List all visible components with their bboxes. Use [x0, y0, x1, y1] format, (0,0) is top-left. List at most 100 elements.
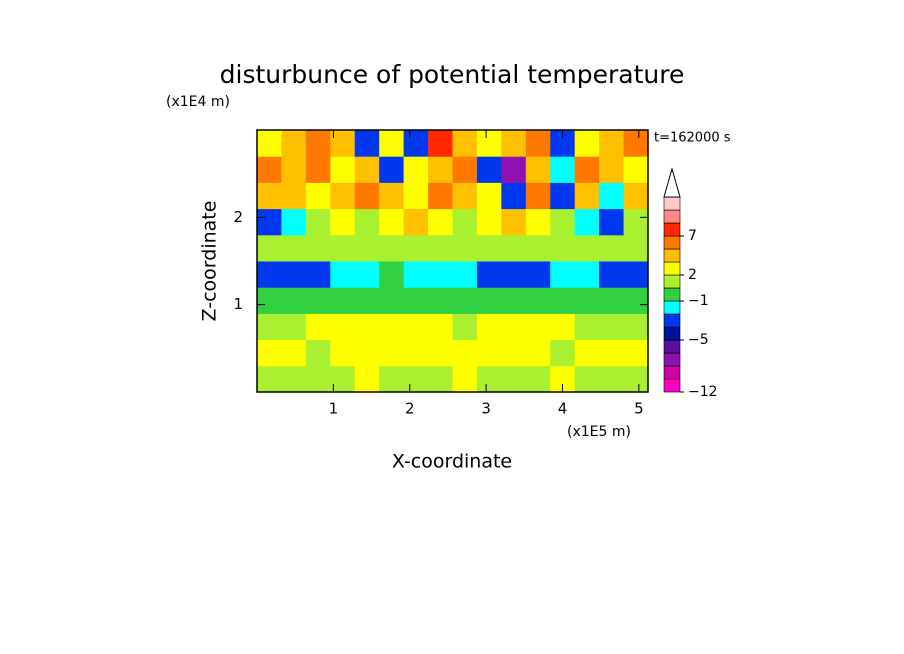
field-cell: [452, 287, 478, 314]
field-cell: [379, 287, 405, 314]
field-cell: [428, 182, 453, 210]
field-cell: [623, 313, 649, 341]
colorbar-tick-label: 2: [688, 267, 697, 283]
field-cell: [452, 261, 478, 288]
field-cell: [501, 313, 527, 341]
colorbar-segment: [663, 365, 681, 380]
field-cell: [599, 365, 625, 393]
field-cell: [354, 234, 380, 262]
field-cell: [550, 208, 576, 236]
field-cell: [305, 130, 331, 157]
field-cell: [281, 339, 307, 367]
field-cell: [550, 313, 576, 341]
field-cell: [501, 287, 527, 314]
colorbar-segment: [663, 300, 681, 315]
field-cell: [379, 208, 405, 236]
colorbar-segment: [663, 339, 681, 354]
field-cell: [550, 234, 576, 262]
x-unit: (x1E5 m): [567, 424, 631, 440]
field-cell: [452, 365, 478, 393]
field-cell: [257, 208, 282, 236]
field-cell: [501, 339, 527, 367]
field-cell: [379, 313, 405, 341]
field-cell: [354, 156, 380, 183]
field-cell: [623, 339, 649, 367]
field-cell: [428, 130, 453, 157]
field-cell: [428, 339, 453, 367]
field-cell: [330, 287, 356, 314]
colorbar-tick-label: −1: [688, 293, 709, 309]
field-cell: [501, 156, 527, 183]
field-cell: [330, 156, 356, 183]
x-tick-label: 5: [634, 400, 644, 418]
field-cell: [550, 261, 576, 288]
field-cell: [623, 130, 649, 157]
field-cell: [476, 208, 502, 236]
field-cell: [501, 261, 527, 288]
field-cell: [525, 313, 551, 341]
field-cell: [403, 261, 429, 288]
field-cell: [525, 261, 551, 288]
field-cell: [525, 208, 551, 236]
field-cell: [476, 182, 502, 210]
field-cell: [379, 339, 405, 367]
field-cell: [599, 339, 625, 367]
colorbar-segment: [663, 196, 681, 211]
field-cell: [403, 365, 429, 393]
field-cell: [452, 130, 478, 157]
field-cell: [550, 156, 576, 183]
field-cell: [257, 339, 282, 367]
field-cell: [281, 261, 307, 288]
annotation: t=162000 s: [654, 131, 731, 146]
field-cell: [330, 261, 356, 288]
field-cell: [354, 261, 380, 288]
field-cell: [305, 156, 331, 183]
field-cell: [599, 208, 625, 236]
field-cell: [305, 234, 331, 262]
field-cell: [623, 234, 649, 262]
field-cell: [550, 339, 576, 367]
field-cell: [403, 287, 429, 314]
field-cell: [599, 287, 625, 314]
field-cell: [550, 287, 576, 314]
field-cell: [525, 365, 551, 393]
field-cell: [501, 365, 527, 393]
colorbar-segment: [663, 222, 681, 237]
field-cell: [428, 365, 453, 393]
field-cell: [257, 287, 282, 314]
field-cell: [305, 339, 331, 367]
field-cell: [379, 130, 405, 157]
field-cell: [525, 339, 551, 367]
colorbar-segment: [663, 287, 681, 302]
field-cell: [257, 261, 282, 288]
field-cell: [452, 156, 478, 183]
field-cell: [379, 234, 405, 262]
field-cell: [379, 261, 405, 288]
field-cell: [330, 313, 356, 341]
field-cell: [452, 208, 478, 236]
field-cell: [354, 339, 380, 367]
colorbar-segment: [663, 313, 681, 328]
field-cell: [428, 313, 453, 341]
field-cell: [354, 130, 380, 157]
field-cell: [476, 287, 502, 314]
field-cell: [599, 130, 625, 157]
field-cell: [574, 156, 600, 183]
x-tick-label: 3: [481, 400, 491, 418]
colorbar-segment: [663, 274, 681, 289]
field-cell: [574, 130, 600, 157]
field-cell: [354, 287, 380, 314]
field-cell: [623, 261, 649, 288]
field-cell: [403, 156, 429, 183]
colorbar-segment: [663, 248, 681, 263]
field-cell: [354, 208, 380, 236]
field-cell: [452, 182, 478, 210]
field-cell: [599, 156, 625, 183]
field-cell: [599, 182, 625, 210]
field-cell: [379, 182, 405, 210]
field-cell: [574, 365, 600, 393]
field-cell: [599, 234, 625, 262]
plot-frame: [256, 129, 649, 393]
colorbar-segment: [663, 378, 681, 393]
